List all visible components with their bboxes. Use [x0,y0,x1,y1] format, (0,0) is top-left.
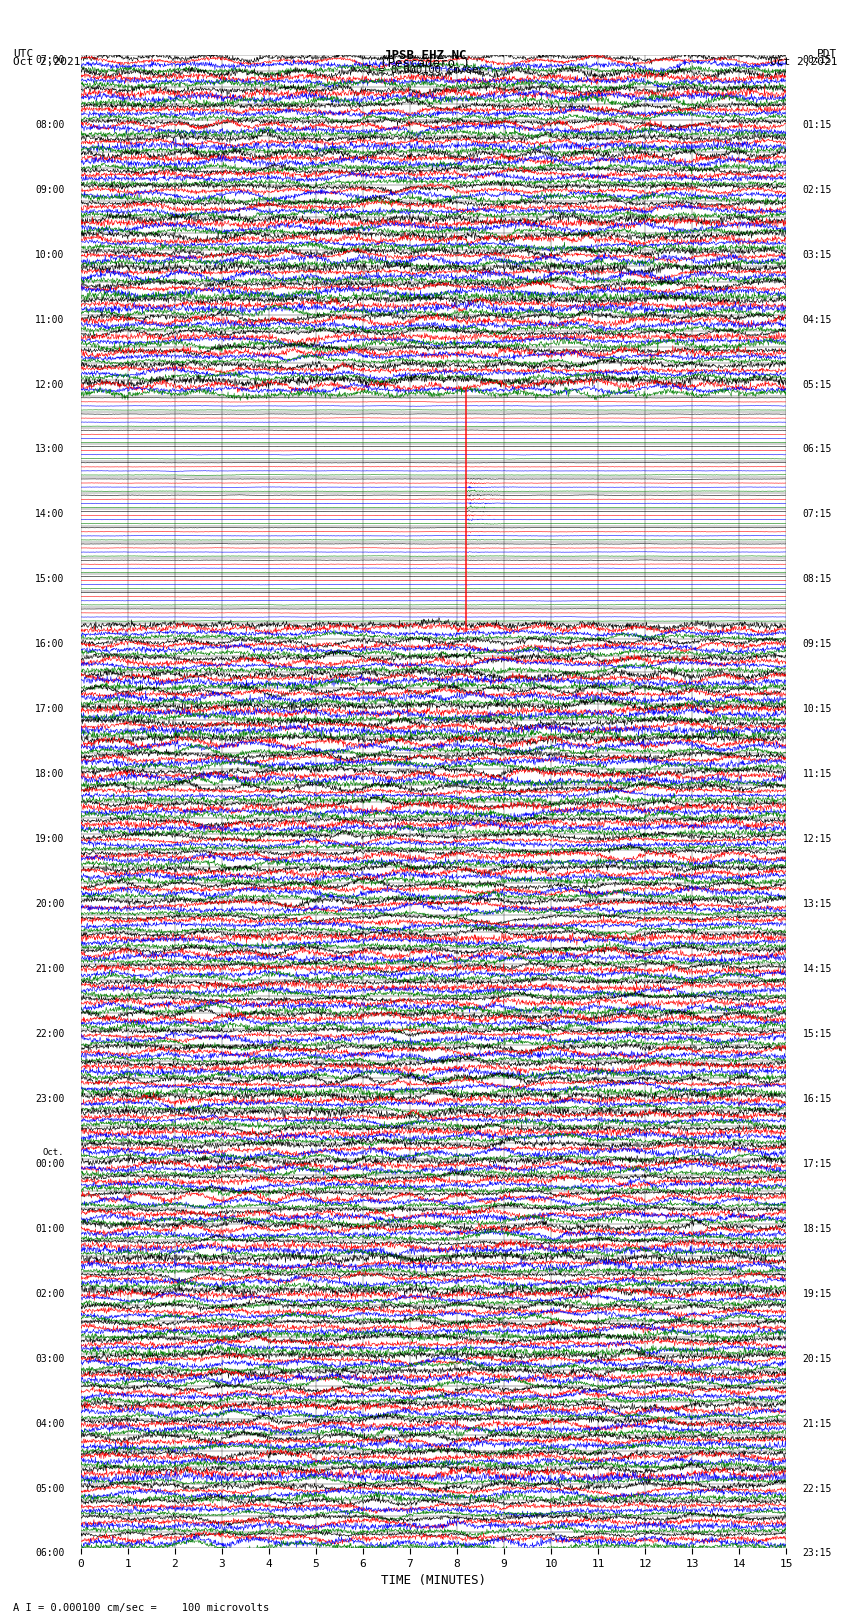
Text: 05:00: 05:00 [35,1484,65,1494]
Text: 02:15: 02:15 [802,185,832,195]
Text: 15:00: 15:00 [35,574,65,584]
X-axis label: TIME (MINUTES): TIME (MINUTES) [381,1574,486,1587]
Text: 14:00: 14:00 [35,510,65,519]
Text: 09:00: 09:00 [35,185,65,195]
Text: 07:15: 07:15 [802,510,832,519]
Text: 18:15: 18:15 [802,1224,832,1234]
Text: 21:15: 21:15 [802,1418,832,1429]
Text: 22:15: 22:15 [802,1484,832,1494]
Text: A I = 0.000100 cm/sec =    100 microvolts: A I = 0.000100 cm/sec = 100 microvolts [13,1603,269,1613]
Text: I = 0.000100 cm/sec: I = 0.000100 cm/sec [366,65,484,74]
Text: 22:00: 22:00 [35,1029,65,1039]
Text: 21:00: 21:00 [35,965,65,974]
Text: 08:15: 08:15 [802,574,832,584]
Text: 02:00: 02:00 [35,1289,65,1298]
Text: 11:00: 11:00 [35,315,65,324]
Text: 10:00: 10:00 [35,250,65,260]
Text: 03:15: 03:15 [802,250,832,260]
Text: 10:15: 10:15 [802,705,832,715]
Text: 07:00: 07:00 [35,55,65,65]
Text: 12:00: 12:00 [35,379,65,390]
Text: 00:15: 00:15 [802,55,832,65]
Text: 20:15: 20:15 [802,1353,832,1363]
Text: 19:00: 19:00 [35,834,65,844]
Text: Oct 2,2021: Oct 2,2021 [770,58,837,68]
Text: UTC: UTC [13,50,33,60]
Text: 23:00: 23:00 [35,1094,65,1103]
Text: 17:15: 17:15 [802,1158,832,1169]
Text: 06:00: 06:00 [35,1548,65,1558]
Text: 04:15: 04:15 [802,315,832,324]
Text: 13:00: 13:00 [35,445,65,455]
Text: 18:00: 18:00 [35,769,65,779]
Text: 20:00: 20:00 [35,898,65,910]
Text: 05:15: 05:15 [802,379,832,390]
Text: 01:00: 01:00 [35,1224,65,1234]
Text: 23:15: 23:15 [802,1548,832,1558]
Text: 08:00: 08:00 [35,119,65,129]
Text: 09:15: 09:15 [802,639,832,650]
Text: (Pescadero ): (Pescadero ) [380,58,470,71]
Text: 11:15: 11:15 [802,769,832,779]
Text: 01:15: 01:15 [802,119,832,129]
Text: 17:00: 17:00 [35,705,65,715]
Text: 03:00: 03:00 [35,1353,65,1363]
Text: PDT: PDT [817,50,837,60]
Text: Oct 2,2021: Oct 2,2021 [13,58,80,68]
Text: 16:00: 16:00 [35,639,65,650]
Text: 04:00: 04:00 [35,1418,65,1429]
Text: JPSB EHZ NC: JPSB EHZ NC [383,50,467,63]
Text: 00:00: 00:00 [35,1158,65,1169]
Text: 15:15: 15:15 [802,1029,832,1039]
Text: 13:15: 13:15 [802,898,832,910]
Text: 06:15: 06:15 [802,445,832,455]
Text: 14:15: 14:15 [802,965,832,974]
Text: 19:15: 19:15 [802,1289,832,1298]
Text: Oct.: Oct. [42,1148,65,1157]
Text: 16:15: 16:15 [802,1094,832,1103]
Text: 12:15: 12:15 [802,834,832,844]
